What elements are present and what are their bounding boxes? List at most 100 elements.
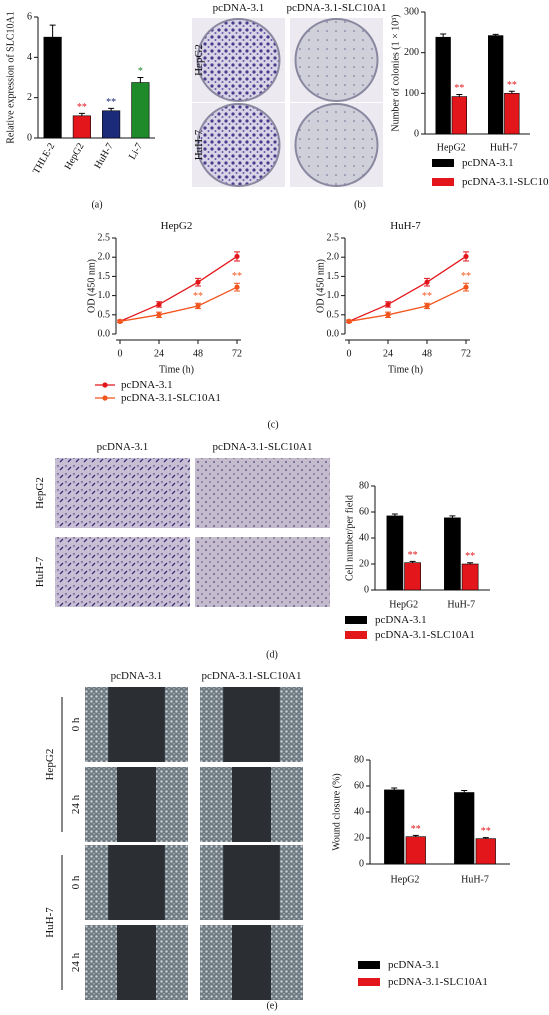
panel-label: (d) xyxy=(266,650,278,661)
error-bar xyxy=(492,33,499,36)
x-tick-label: HuH-7 xyxy=(461,875,489,886)
wound-gap xyxy=(231,925,272,1000)
point xyxy=(424,279,430,285)
y-tick-label: 0.5 xyxy=(98,309,111,320)
x-tick-label: 24 xyxy=(154,349,164,360)
x-tick-label: HuH-7 xyxy=(92,141,115,171)
legend-swatch xyxy=(345,616,367,624)
point xyxy=(195,279,201,285)
significance-mark: ** xyxy=(106,97,116,108)
panel-label: (e) xyxy=(266,1001,277,1012)
bar xyxy=(43,36,62,139)
x-tick-label: 48 xyxy=(193,349,203,360)
legend-label: pcDNA-3.1-SLC10A1 xyxy=(121,392,221,404)
y-tick-label: 2.5 xyxy=(327,233,340,244)
y-tick-label: 200 xyxy=(404,47,419,58)
photo-column-label: pcDNA-3.1-SLC10A1 xyxy=(213,441,313,453)
y-tick-label: 6 xyxy=(27,12,32,23)
significance-mark: ** xyxy=(507,80,517,91)
legend-label: pcDNA-3.1-SLC10A1 xyxy=(462,176,549,188)
significance-mark: ** xyxy=(465,551,475,562)
x-tick-label: 0 xyxy=(118,349,123,360)
wound-gap xyxy=(116,925,157,1000)
x-tick-label: HepG2 xyxy=(389,600,418,611)
significance-mark: ** xyxy=(411,824,421,835)
y-tick-label: 0 xyxy=(27,133,32,144)
photo-column-label: pcDNA-3.1 xyxy=(111,670,163,682)
bar xyxy=(131,82,150,139)
error-bar xyxy=(409,560,416,563)
legend-swatch xyxy=(432,178,454,186)
series-line xyxy=(119,255,238,322)
error-bar xyxy=(108,107,115,111)
dish xyxy=(294,18,379,102)
legend-label: pcDNA-3.1 xyxy=(121,379,173,391)
y-tick-label: 80 xyxy=(354,755,364,766)
error-bar xyxy=(391,787,398,790)
point xyxy=(463,284,469,290)
legend-swatch xyxy=(432,159,454,167)
x-tick-label: Li-7 xyxy=(127,141,145,161)
x-tick-label: THLE-2 xyxy=(31,141,57,176)
legend-swatch xyxy=(345,631,367,639)
legend-swatch xyxy=(358,978,380,986)
x-tick-label: HuH-7 xyxy=(447,600,475,611)
point xyxy=(424,303,430,309)
error-bar xyxy=(461,790,468,793)
error-bar xyxy=(412,834,419,837)
bar xyxy=(454,792,475,865)
y-tick-label: 2 xyxy=(27,92,32,103)
y-tick-label: 60 xyxy=(359,507,369,518)
y-axis-label: OD (450 nm) xyxy=(87,259,98,313)
y-tick-label: 2.0 xyxy=(98,252,111,263)
photo xyxy=(195,458,330,528)
x-axis-label: Time (h) xyxy=(159,365,194,376)
series-line xyxy=(119,286,238,322)
error-bar xyxy=(440,33,447,38)
y-tick-label: 0 xyxy=(364,585,369,596)
y-tick-label: 2.5 xyxy=(98,233,111,244)
x-tick-label: HepG2 xyxy=(391,875,420,886)
wound-gap xyxy=(108,687,165,762)
point xyxy=(234,284,240,290)
y-axis-label: Cell number/per field xyxy=(345,495,356,581)
bar xyxy=(451,96,467,135)
significance-mark: ** xyxy=(193,291,203,302)
legend-label: pcDNA-3.1 xyxy=(462,157,514,169)
bar xyxy=(435,36,451,135)
panel-label: (b) xyxy=(354,200,366,211)
y-tick-label: 2.0 xyxy=(327,252,340,263)
photo xyxy=(55,537,190,607)
photo-row-label: 24 h xyxy=(70,952,82,972)
dish xyxy=(294,103,379,187)
y-tick-label: 60 xyxy=(354,781,364,792)
photo-row-label: HepG2 xyxy=(193,44,205,76)
panel-label: (a) xyxy=(91,200,102,211)
error-bar xyxy=(78,112,85,116)
bar xyxy=(384,789,405,865)
y-tick-label: 0.0 xyxy=(98,329,111,340)
error-bar xyxy=(508,90,515,94)
y-tick-label: 100 xyxy=(404,88,419,99)
point xyxy=(463,253,469,260)
wound-gap xyxy=(108,845,165,920)
error-bar xyxy=(467,562,474,564)
significance-mark: ** xyxy=(454,83,464,94)
photo-column-label: pcDNA-3.1 xyxy=(213,2,265,14)
y-axis-label: Wound closure (%) xyxy=(332,773,343,851)
wound-gap xyxy=(223,845,280,920)
significance-mark: ** xyxy=(422,291,432,302)
wound-gap xyxy=(231,767,272,842)
bar xyxy=(461,563,479,591)
bar xyxy=(404,562,421,591)
legend-label: pcDNA-3.1 xyxy=(375,614,427,626)
photo-row-label: HuH-7 xyxy=(193,129,205,160)
photo-row-label: HuH-7 xyxy=(34,556,46,587)
panel-label: (c) xyxy=(267,420,278,431)
error-bar xyxy=(391,513,398,516)
photo-row-label: 24 h xyxy=(70,794,82,814)
series-line xyxy=(348,255,467,322)
legend-label: pcDNA-3.1 xyxy=(388,959,440,971)
bar xyxy=(488,35,504,135)
